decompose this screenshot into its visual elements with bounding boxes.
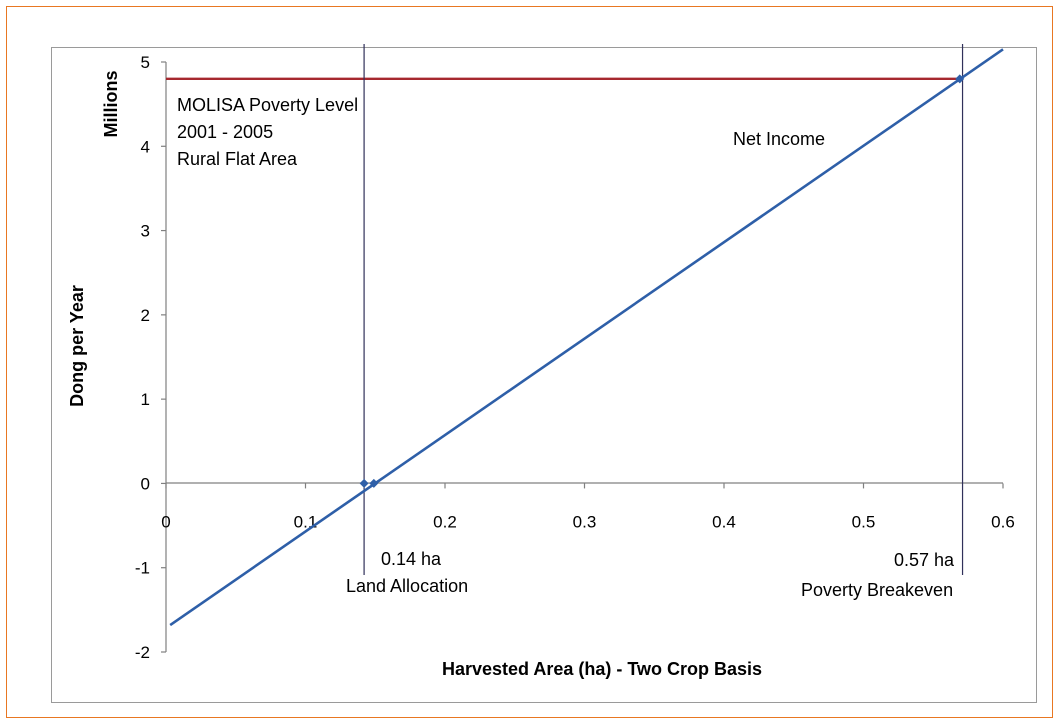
poverty-level-label-line1: MOLISA Poverty Level (177, 95, 358, 115)
x-axis-title: Harvested Area (ha) - Two Crop Basis (442, 659, 762, 679)
data-point-marker (369, 478, 379, 488)
y-unit-label: Millions (101, 71, 121, 138)
x-tick-label: 0.2 (433, 512, 457, 531)
y-tick-label: -2 (135, 643, 150, 662)
x-tick-label: 0.3 (573, 512, 597, 531)
x-tick-label: 0.5 (852, 512, 876, 531)
poverty-level-label-line2: 2001 - 2005 (177, 122, 273, 142)
poverty-breakeven-value: 0.57 ha (894, 550, 955, 570)
y-tick-label: 1 (141, 390, 150, 409)
y-axis-title: Dong per Year (67, 285, 87, 407)
x-tick-label: 0.4 (712, 512, 736, 531)
land-allocation-value: 0.14 ha (381, 549, 442, 569)
land-allocation-label: Land Allocation (346, 576, 468, 596)
poverty-breakeven-label: Poverty Breakeven (801, 580, 953, 600)
y-tick-label: 2 (141, 306, 150, 325)
data-point-marker (359, 478, 369, 488)
net-income-line (169, 48, 1004, 627)
y-tick-label: 5 (141, 53, 150, 72)
y-tick-label: 3 (141, 222, 150, 241)
poverty-level-label-line3: Rural Flat Area (177, 149, 298, 169)
chart-frame (6, 6, 1053, 718)
x-tick-label: 0.1 (294, 512, 318, 531)
series-label-net-income: Net Income (733, 129, 825, 149)
x-tick-label: 0 (161, 512, 170, 531)
y-tick-label: 0 (141, 474, 150, 493)
x-tick-label: 0.6 (991, 512, 1015, 531)
y-tick-label: 4 (141, 137, 150, 156)
chart-area (51, 47, 1037, 703)
data-point-marker (955, 74, 965, 84)
y-tick-label: -1 (135, 559, 150, 578)
